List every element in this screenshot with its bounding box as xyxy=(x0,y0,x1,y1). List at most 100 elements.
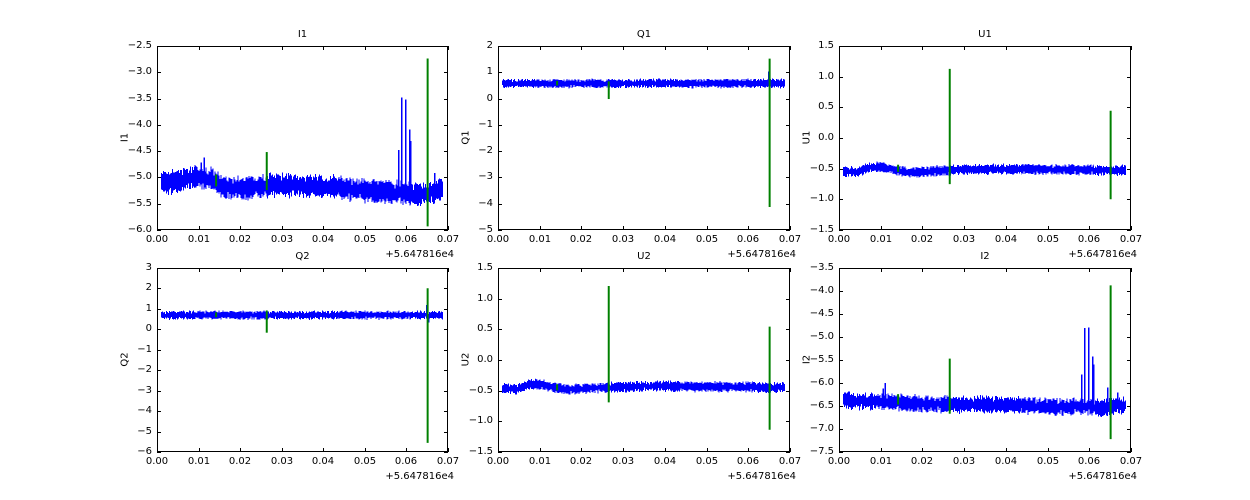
axes-frame xyxy=(839,46,1131,230)
x-tick-mark xyxy=(839,226,840,230)
x-tick-mark xyxy=(1131,226,1132,230)
x-tick-mark-top xyxy=(964,46,965,50)
y-tick-mark xyxy=(839,199,843,200)
x-tick-mark-top xyxy=(665,46,666,50)
x-tick-mark xyxy=(790,226,791,230)
y-tick-mark-right xyxy=(786,299,790,300)
x-tick-mark-top xyxy=(581,46,582,50)
y-tick-mark-right xyxy=(444,350,448,351)
x-tick-label: 0.01 xyxy=(528,234,552,245)
y-tick-mark-right xyxy=(1127,268,1131,269)
y-tick-mark xyxy=(157,125,161,126)
y-tick-mark xyxy=(839,337,843,338)
y-tick-label: 0 xyxy=(486,93,493,104)
x-tick-mark xyxy=(922,448,923,452)
x-tick-mark-top xyxy=(157,268,158,272)
x-tick-mark-top xyxy=(323,268,324,272)
x-tick-mark-top xyxy=(623,46,624,50)
x-tick-label: 0.05 xyxy=(1036,234,1060,245)
y-tick-mark xyxy=(157,268,161,269)
y-tick-mark-right xyxy=(444,432,448,433)
y-tick-mark-right xyxy=(786,177,790,178)
plot-area xyxy=(501,286,786,430)
y-axis-label: Q1 xyxy=(460,130,472,145)
x-tick-label: 0.02 xyxy=(228,234,252,245)
x-tick-mark xyxy=(581,448,582,452)
x-tick-mark xyxy=(406,226,407,230)
x-tick-mark xyxy=(448,448,449,452)
y-tick-mark xyxy=(498,46,502,47)
y-tick-mark-right xyxy=(1127,107,1131,108)
data-series-U2-timeseries xyxy=(501,378,786,395)
x-tick-label: 0.00 xyxy=(827,456,851,467)
y-tick-label: −4.0 xyxy=(809,285,834,296)
y-tick-label: 0.5 xyxy=(818,101,834,112)
plot-area xyxy=(501,58,786,207)
x-tick-mark-top xyxy=(282,268,283,272)
y-tick-mark xyxy=(157,350,161,351)
x-tick-label: 0.03 xyxy=(270,456,294,467)
y-tick-mark xyxy=(498,329,502,330)
y-tick-label: 2 xyxy=(145,282,152,293)
x-tick-mark-top xyxy=(199,268,200,272)
event-marker-lines xyxy=(897,285,1112,440)
y-tick-mark-right xyxy=(1127,429,1131,430)
x-tick-mark-top xyxy=(922,268,923,272)
x-tick-mark-top xyxy=(922,46,923,50)
y-axis-label: I2 xyxy=(801,354,813,365)
y-tick-label: 2 xyxy=(486,40,493,51)
y-tick-mark xyxy=(839,383,843,384)
subplot-title: I1 xyxy=(297,29,308,40)
y-tick-mark xyxy=(839,169,843,170)
y-tick-label: −6 xyxy=(137,446,152,457)
plot-area xyxy=(160,288,444,443)
subplot-q1: Q1 2 1 0 −1 −2 −3 −4 −5 0.00 0.01 0.02 0.03 0.04 0.05 0… xyxy=(461,29,802,260)
y-tick-label: −5.5 xyxy=(809,354,834,365)
y-tick-mark-right xyxy=(1127,406,1131,407)
y-tick-mark-right xyxy=(444,151,448,152)
y-tick-mark xyxy=(839,268,843,269)
x-tick-mark xyxy=(1006,448,1007,452)
y-tick-mark xyxy=(498,230,502,231)
plot-area xyxy=(842,68,1127,200)
subplot-u2: U2 1.5 1.0 0.5 0.0 −0.5 −1.0 −1.5 0.00 0.01 0.02 0.… xyxy=(461,251,802,482)
x-tick-mark xyxy=(665,226,666,230)
x-tick-mark xyxy=(964,448,965,452)
y-tick-label: −7.5 xyxy=(809,446,834,457)
axes-frame xyxy=(498,46,790,230)
y-tick-label: 1 xyxy=(145,303,152,314)
y-tick-mark-right xyxy=(444,329,448,330)
x-axis-offset-text: +5.647816e4 xyxy=(385,471,454,482)
axes-frame xyxy=(157,268,448,452)
y-tick-label: 1.0 xyxy=(477,293,493,304)
y-tick-mark-right xyxy=(786,151,790,152)
y-tick-label: 0.5 xyxy=(477,323,493,334)
x-tick-mark-top xyxy=(790,268,791,272)
x-tick-mark-top xyxy=(881,46,882,50)
x-tick-label: 0.03 xyxy=(952,234,976,245)
subplot-title: Q2 xyxy=(295,251,310,262)
x-tick-label: 0.00 xyxy=(145,456,169,467)
y-tick-mark-right xyxy=(1127,452,1131,453)
event-marker-lines xyxy=(556,58,771,207)
y-tick-label: −1.0 xyxy=(809,193,834,204)
y-tick-label: 1.5 xyxy=(818,40,834,51)
x-tick-label: 0.04 xyxy=(653,456,677,467)
y-tick-mark-right xyxy=(786,204,790,205)
x-tick-mark xyxy=(498,226,499,230)
y-tick-mark-right xyxy=(1127,77,1131,78)
x-tick-mark-top xyxy=(365,46,366,50)
event-marker-lines xyxy=(556,286,771,430)
y-tick-mark-right xyxy=(444,177,448,178)
x-tick-mark xyxy=(540,448,541,452)
x-tick-mark xyxy=(881,226,882,230)
y-axis-label: Q2 xyxy=(119,352,131,367)
x-tick-label: 0.01 xyxy=(187,456,211,467)
y-tick-label: −3.5 xyxy=(809,262,834,273)
x-axis-offset-text: +5.647816e4 xyxy=(1068,249,1137,260)
y-tick-label: −0.5 xyxy=(809,163,834,174)
data-series-I2-timeseries xyxy=(842,327,1127,417)
x-tick-mark-top xyxy=(157,46,158,50)
x-tick-mark xyxy=(707,226,708,230)
x-tick-mark xyxy=(157,226,158,230)
